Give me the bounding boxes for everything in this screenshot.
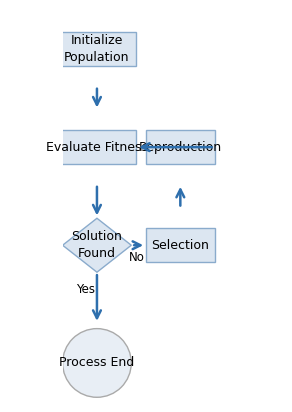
FancyBboxPatch shape: [146, 228, 215, 262]
Text: Solution
Found: Solution Found: [72, 230, 122, 260]
FancyBboxPatch shape: [58, 130, 136, 164]
Polygon shape: [62, 218, 131, 272]
Text: Process End: Process End: [59, 356, 135, 370]
Text: Reproduction: Reproduction: [139, 140, 222, 154]
Circle shape: [62, 329, 131, 397]
Text: No: No: [129, 250, 145, 264]
Text: Initialize
Population: Initialize Population: [64, 34, 130, 64]
Text: Evaluate Fitness: Evaluate Fitness: [46, 140, 148, 154]
Text: Selection: Selection: [151, 239, 209, 252]
Text: Yes: Yes: [76, 283, 95, 296]
FancyBboxPatch shape: [146, 130, 215, 164]
FancyBboxPatch shape: [58, 32, 136, 66]
